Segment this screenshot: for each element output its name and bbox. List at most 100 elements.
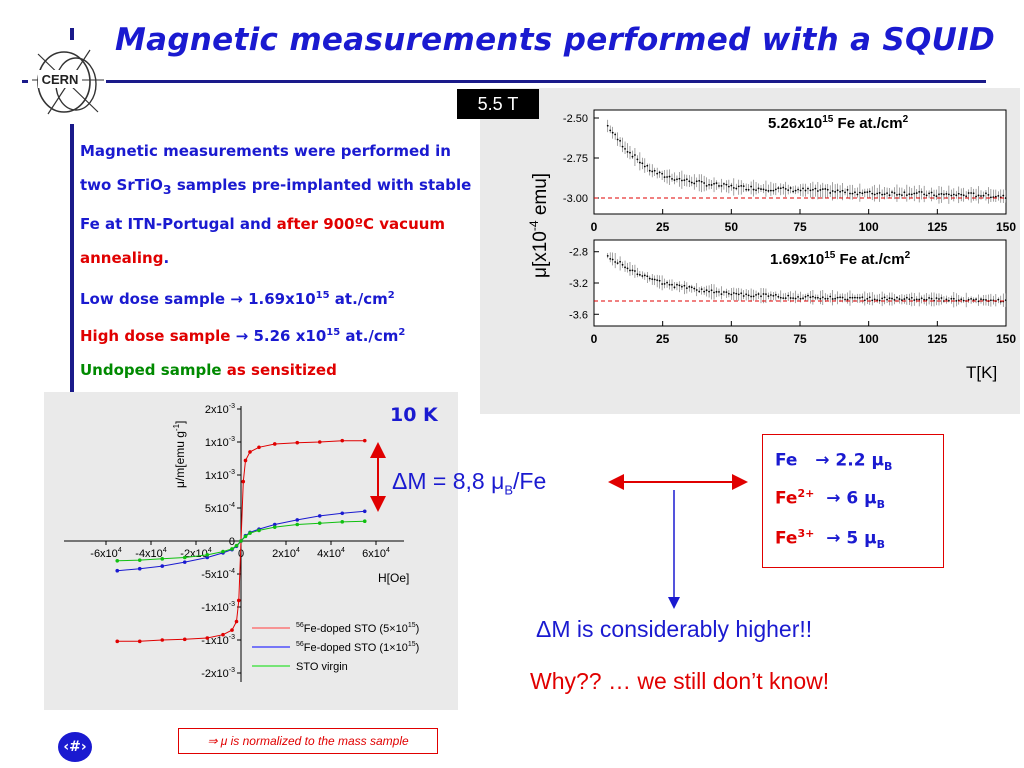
data-point (636, 273, 639, 276)
ion: Fe (775, 450, 798, 471)
data-point (730, 184, 733, 187)
temperature-label: 10 K (390, 404, 438, 426)
data-point (878, 192, 881, 194)
data-point (671, 283, 673, 286)
data-point (735, 292, 738, 295)
x-tick-label: 0 (591, 332, 598, 346)
x-tick-label: -4x104 (135, 547, 167, 560)
x-tick-label: 25 (656, 220, 670, 234)
data-point (789, 297, 792, 299)
data-point (851, 296, 854, 299)
data-point (997, 298, 1000, 301)
data-point (653, 278, 656, 281)
data-point (236, 598, 241, 603)
data-point (975, 195, 977, 198)
data-point (844, 191, 846, 194)
data-point (975, 298, 977, 301)
data-point (661, 172, 664, 175)
data-point (621, 263, 624, 266)
x-tick-label: 75 (793, 332, 807, 346)
x-tick-label: 75 (793, 220, 807, 234)
data-point (863, 191, 866, 194)
data-point (779, 296, 782, 299)
hysteresis-panel: 2x10-3 1x10-3 1x10-3 5x10-4 0 -5x10-4 -1x10-3 -… (44, 392, 458, 710)
data-point (821, 188, 824, 191)
data-point (762, 293, 765, 295)
y-tick-label: 1x10-3 (205, 436, 235, 449)
x-tick-label: 150 (996, 220, 1016, 234)
data-point (826, 188, 829, 191)
data-point (794, 297, 797, 300)
y-tick-label: 2x10-3 (205, 403, 235, 416)
data-point (903, 191, 906, 194)
low-dose-label: Low dose sample (80, 290, 226, 308)
undoped-label: Undoped sample (80, 361, 222, 379)
data-point (792, 190, 795, 193)
data-point (804, 189, 807, 192)
data-point (947, 299, 950, 302)
data-point (671, 178, 673, 180)
data-point (641, 162, 644, 165)
data-point (871, 299, 874, 302)
moment-sub: B (876, 538, 886, 552)
delta-m-end: /Fe (513, 468, 547, 494)
data-point (814, 187, 817, 190)
top-series-label: 5.26x1015 Fe at./cm2 (768, 114, 909, 132)
intro-paragraph: Magnetic measurements were performed in … (80, 134, 475, 275)
data-point (750, 185, 753, 188)
data-point (935, 297, 938, 299)
data-point (794, 189, 797, 192)
ion: Fe (775, 488, 798, 509)
data-point (888, 297, 891, 300)
data-point (690, 286, 693, 289)
data-point (856, 296, 859, 299)
arrow-icon: → (235, 327, 249, 345)
data-point (767, 189, 770, 192)
data-point (115, 559, 120, 563)
data-point (819, 297, 822, 300)
data-point (861, 296, 864, 299)
data-point (938, 193, 940, 196)
data-point (980, 298, 982, 301)
data-point (629, 151, 631, 154)
logo-text: CERN (42, 72, 79, 87)
cern-logo: CERN (28, 40, 106, 124)
data-point (918, 298, 921, 301)
data-point (965, 195, 968, 198)
data-point (700, 180, 703, 183)
data-point (972, 299, 975, 301)
data-point (680, 285, 683, 288)
data-point (928, 192, 930, 195)
data-point (977, 194, 980, 197)
data-point (1002, 194, 1005, 197)
data-point (782, 297, 785, 300)
data-point (137, 566, 142, 571)
data-point (938, 298, 940, 300)
data-point (777, 295, 780, 298)
conclusion-text: ΔM is considerably higher!! (536, 616, 813, 642)
annealing-text: after 900ºC vacuum annealing (80, 215, 446, 267)
data-point (646, 164, 649, 167)
data-point (777, 187, 780, 189)
x-tick-label: 6x104 (362, 547, 390, 560)
data-point (732, 187, 735, 189)
data-point (651, 170, 654, 173)
data-point (846, 189, 849, 191)
data-point (945, 298, 948, 301)
data-point (708, 290, 710, 293)
header-rule (22, 80, 986, 83)
exponent: 15 (315, 290, 330, 301)
data-point (718, 185, 720, 187)
data-point (648, 169, 651, 172)
data-point (723, 291, 725, 293)
data-point (930, 191, 933, 194)
data-point (831, 190, 834, 192)
low-dose-line: Low dose sample → 1.69x1015 at./cm2 (80, 279, 475, 316)
data-point (809, 296, 812, 299)
page-number-badge[interactable]: ‹#› (58, 732, 92, 762)
x-tick-label: 125 (927, 332, 947, 346)
data-point (340, 520, 345, 524)
data-point (935, 195, 938, 198)
cern-logo-graphic: CERN (32, 49, 104, 115)
data-point (614, 261, 617, 263)
